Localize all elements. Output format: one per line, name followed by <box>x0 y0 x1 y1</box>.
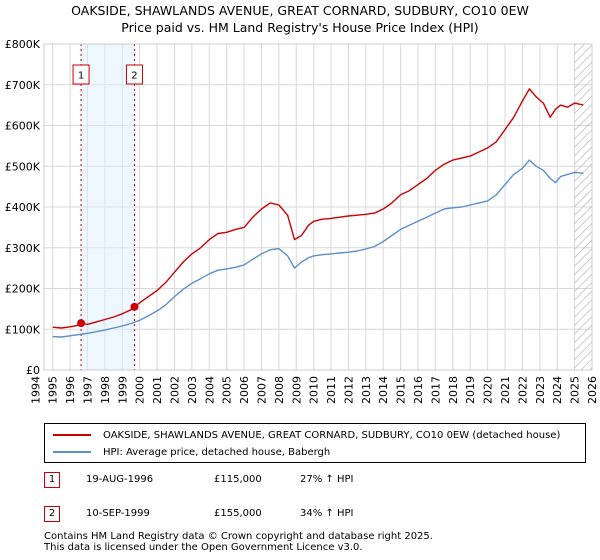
x-tick-label: 2007 <box>255 376 268 404</box>
chart-subtitle: Price paid vs. HM Land Registry's House … <box>121 20 479 35</box>
sale-point <box>77 319 86 328</box>
x-tick-label: 2000 <box>134 376 147 404</box>
x-tick-label: 2006 <box>238 376 251 404</box>
sale-badge: 2 <box>44 506 60 522</box>
sale-row: 2 10-SEP-1999 £155,000 34% ↑ HPI <box>44 506 586 526</box>
sale-period-band <box>81 44 135 370</box>
sale-label-number: 2 <box>131 71 137 82</box>
x-tick-label: 2016 <box>412 376 425 404</box>
sale-date: 19-AUG-1996 <box>86 474 154 485</box>
sale-label-box <box>72 64 90 85</box>
future-hatch <box>574 44 592 370</box>
x-tick-label: 1998 <box>99 376 112 404</box>
x-tick-label: 2022 <box>516 376 529 404</box>
chart-legend: OAKSIDE, SHAWLANDS AVENUE, GREAT CORNARD… <box>44 423 586 463</box>
x-tick-label: 2005 <box>221 376 234 404</box>
x-tick-label: 2010 <box>308 376 321 404</box>
y-tick-label: £200K <box>5 283 41 296</box>
sale-hpi-diff: 27% ↑ HPI <box>300 474 354 485</box>
sale-row: 1 19-AUG-1996 £115,000 27% ↑ HPI <box>44 472 586 492</box>
x-tick-label: 2004 <box>203 376 216 404</box>
x-tick-label: 2014 <box>377 376 390 404</box>
x-tick-label: 2015 <box>395 376 408 404</box>
footer-line-2: This data is licensed under the Open Gov… <box>44 542 363 553</box>
y-tick-label: £800K <box>5 38 41 51</box>
legend-item-hpi: HPI: Average price, detached house, Babe… <box>53 444 330 460</box>
hpi-line <box>52 159 584 338</box>
legend-item-property: OAKSIDE, SHAWLANDS AVENUE, GREAT CORNARD… <box>53 427 560 443</box>
chart-title-block: OAKSIDE, SHAWLANDS AVENUE, GREAT CORNARD… <box>0 2 600 36</box>
x-tick-label: 2002 <box>168 376 181 404</box>
x-tick-label: 1994 <box>29 376 42 404</box>
x-tick-label: 2021 <box>499 376 512 404</box>
sale-points <box>77 302 139 328</box>
x-tick-label: 2011 <box>325 376 338 404</box>
x-tick-label: 2020 <box>482 376 495 404</box>
legend-label-hpi: HPI: Average price, detached house, Babe… <box>103 446 331 458</box>
hatched-future-region <box>81 44 592 370</box>
x-tick-label: 1996 <box>64 376 77 404</box>
x-tick-label: 2019 <box>464 376 477 404</box>
x-tick-label: 2025 <box>569 376 582 404</box>
legend-swatch-hpi <box>53 451 91 453</box>
y-tick-label: £0 <box>26 364 40 377</box>
y-tick-label: £700K <box>5 79 41 92</box>
y-tick-label: £500K <box>5 160 41 173</box>
x-tick-label: 2017 <box>429 376 442 404</box>
x-tick-label: 2001 <box>151 376 164 404</box>
x-tick-label: 2008 <box>273 376 286 404</box>
x-tick-label: 1999 <box>116 376 129 404</box>
chart-axes: £0 £100K £200K £300K £400K £500K £600K £700K £80… <box>5 38 599 404</box>
x-tick-label: 2024 <box>551 376 564 404</box>
chart-title: OAKSIDE, SHAWLANDS AVENUE, GREAT CORNARD… <box>71 3 529 18</box>
x-tick-label: 2009 <box>290 376 303 404</box>
y-tick-label: £100K <box>5 323 41 336</box>
sale-price: £115,000 <box>214 474 262 485</box>
footer-attribution: Contains HM Land Registry data © Crown c… <box>44 531 433 553</box>
sale-label-number: 1 <box>78 71 84 82</box>
x-tick-label: 2003 <box>186 376 199 404</box>
sale-price: £155,000 <box>214 508 262 519</box>
x-tick-label: 2023 <box>534 376 547 404</box>
sale-marker-lines <box>80 44 135 370</box>
chart-grid <box>44 43 593 371</box>
y-tick-label: £400K <box>5 201 41 214</box>
legend-swatch-property <box>53 434 91 436</box>
sale-label-box <box>125 64 143 85</box>
x-tick-label: 2012 <box>342 376 355 404</box>
sale-date: 10-SEP-1999 <box>86 508 150 519</box>
sale-point <box>130 302 139 311</box>
x-tick-label: 1995 <box>47 376 60 404</box>
x-tick-label: 2013 <box>360 376 373 404</box>
plot-frame <box>43 43 593 371</box>
x-tick-label: 2018 <box>447 376 460 404</box>
sale-badge: 1 <box>44 472 60 488</box>
y-tick-label: £300K <box>5 242 41 255</box>
price-chart: £0 £100K £200K £300K £400K £500K £600K £700K £80… <box>5 38 599 404</box>
footer-line-1: Contains HM Land Registry data © Crown c… <box>44 531 433 542</box>
x-tick-label: 1997 <box>81 376 94 404</box>
x-tick-label: 2026 <box>586 376 599 404</box>
y-tick-label: £600K <box>5 120 41 133</box>
sale-hpi-diff: 34% ↑ HPI <box>300 508 354 519</box>
legend-label-property: OAKSIDE, SHAWLANDS AVENUE, GREAT CORNARD… <box>103 429 561 441</box>
